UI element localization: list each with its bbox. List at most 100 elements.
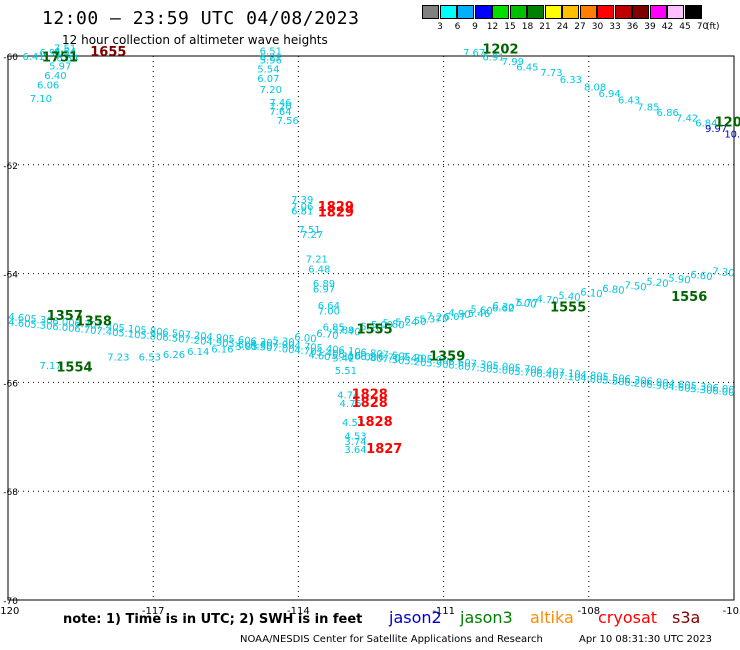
wave-height-label: 7.64 bbox=[269, 107, 291, 118]
wave_track_a: 5.20 bbox=[404, 352, 427, 365]
legend-label: 42 bbox=[661, 22, 674, 32]
wave-height-label: 6.62 bbox=[492, 304, 514, 315]
legend-swatch bbox=[422, 5, 439, 19]
wave_track_a: 4.80 bbox=[580, 370, 603, 383]
legend-swatch bbox=[614, 5, 632, 19]
wave_track_c: 6.10 bbox=[580, 287, 603, 300]
wave-height-label: 6.91 bbox=[39, 48, 61, 59]
legend-swatch bbox=[509, 5, 527, 19]
wave-height-label: 3.74 bbox=[344, 437, 366, 448]
wave_track_b: 6.10 bbox=[338, 349, 361, 362]
wave-height-label: 7.10 bbox=[30, 94, 52, 105]
wave_track_b: 6.50 bbox=[162, 332, 185, 345]
wave-height-label: 6.48 bbox=[308, 265, 330, 276]
x-tick-label: -108 bbox=[577, 606, 600, 617]
wave-height-label: 9.97 bbox=[705, 124, 727, 135]
legend-label: 36 bbox=[626, 22, 639, 32]
wave-height-label: 7.20 bbox=[269, 102, 291, 113]
wave_track_a: 4.90 bbox=[206, 332, 229, 345]
legend-label: 6 bbox=[454, 22, 461, 32]
legend-swatch bbox=[439, 5, 457, 19]
wave-height-label: 7.99 bbox=[502, 57, 524, 68]
wave_track_c: 4.60 bbox=[250, 339, 273, 352]
wave-height-label: 7.23 bbox=[107, 353, 129, 364]
legend-swatch bbox=[667, 5, 684, 19]
wave-height-label: 5.96 bbox=[260, 56, 282, 67]
wave-height-label: 5.24 bbox=[395, 317, 417, 328]
legend-label: 33 bbox=[609, 22, 621, 32]
wave-height-label: 4.75 bbox=[340, 399, 362, 410]
wave_track_b: 6.60 bbox=[448, 360, 471, 373]
wave-height-label: 5.97 bbox=[49, 62, 71, 73]
wave_track_c: 6.70 bbox=[316, 329, 339, 342]
legend-label: 30 bbox=[591, 22, 604, 32]
wave_track_d: 5.30 bbox=[331, 351, 354, 364]
wave_track_a: 5.30 bbox=[30, 314, 53, 327]
wave_track_b: 6.30 bbox=[250, 341, 273, 354]
wave-height-label: 6.64 bbox=[318, 301, 340, 312]
legend-swatch bbox=[649, 5, 667, 19]
y-tick-label: -70 bbox=[3, 597, 18, 607]
wave-height-label: 6.97 bbox=[313, 285, 335, 296]
wave_track_a: 5.30 bbox=[690, 381, 713, 394]
wave-height-label: 6.54 bbox=[54, 47, 76, 58]
legend-swatch bbox=[684, 5, 702, 19]
legend-swatch bbox=[492, 5, 509, 19]
wave-height-label: 6.45 bbox=[516, 63, 538, 74]
chart-title: 12:00 – 23:59 UTC 04/08/2023 bbox=[42, 8, 360, 29]
legend-label: 24 bbox=[556, 22, 569, 32]
satellite-cryosat: cryosat bbox=[598, 608, 658, 627]
wave-height-label: 6.85 bbox=[323, 323, 345, 334]
legend-label: 9 bbox=[472, 22, 478, 32]
wave-height-label: 5.77 bbox=[516, 298, 538, 309]
color-legend: 3 6 9 12 15 18 21 24 27 30 33 36 39 42 45 70 (ft) bbox=[422, 5, 728, 35]
wave-height-label: 5.09 bbox=[371, 320, 393, 331]
legend-swatch bbox=[457, 5, 474, 19]
wave_track_c: 6.60 bbox=[690, 270, 713, 283]
wave-height-label: 6.40 bbox=[44, 71, 66, 82]
legend-swatch bbox=[562, 5, 579, 19]
wave-height-label: 7.46 bbox=[269, 98, 291, 109]
wave_track_b: 4.60 bbox=[668, 382, 691, 395]
wave-height-label: 4.53 bbox=[342, 418, 364, 429]
wave_track_c: 6.80 bbox=[602, 284, 625, 297]
wave_track_c: 6.00 bbox=[294, 332, 317, 345]
time-label: 1827 bbox=[366, 442, 402, 457]
legend-swatch bbox=[597, 5, 614, 19]
wave-height-label: 7.27 bbox=[301, 230, 323, 241]
wave-height-label: 5.51 bbox=[335, 366, 357, 377]
wave-height-label: 7.06 bbox=[291, 202, 313, 213]
wave-height-label: 6.07 bbox=[257, 74, 279, 85]
wave-height-label: 5.89 bbox=[332, 325, 354, 336]
y-tick-label: -64 bbox=[3, 271, 18, 281]
wave_track_a: 6.40 bbox=[536, 365, 559, 378]
wave_track_c: 4.90 bbox=[448, 308, 471, 321]
wave_track_c: 7.50 bbox=[624, 280, 647, 293]
wave-height-label: 6.81 bbox=[291, 206, 313, 217]
wave-height-label: 6.51 bbox=[260, 46, 282, 57]
wave-height-label: 6.43 bbox=[618, 95, 640, 106]
wave-height-label: 8.08 bbox=[584, 82, 606, 93]
wave_track_b: 4.90 bbox=[206, 337, 229, 350]
wave_track_a: 6.00 bbox=[52, 316, 75, 329]
time-label: 1556 bbox=[671, 290, 707, 305]
wave_track_a: 4.60 bbox=[668, 379, 691, 392]
wave_track_c: 5.80 bbox=[382, 318, 405, 331]
wave_track_a: 5.60 bbox=[228, 334, 251, 347]
wave_track_b: 7.40 bbox=[96, 326, 119, 339]
legend-swatch bbox=[544, 5, 562, 19]
x-tick-label: -117 bbox=[142, 606, 165, 617]
wave-height-label: 7.51 bbox=[298, 225, 320, 236]
chart-subtitle: 12 hour collection of altimeter wave hei… bbox=[62, 33, 328, 47]
wave_track_b: 6.70 bbox=[74, 324, 97, 337]
legend-label: 15 bbox=[504, 22, 516, 32]
wave_track_a: 5.40 bbox=[316, 343, 339, 356]
wave-height-label: 7.00 bbox=[318, 306, 340, 317]
wave_track_d: 6.70 bbox=[377, 352, 400, 365]
wave_track_b: 5.40 bbox=[316, 347, 339, 360]
satellite-s3a: s3a bbox=[672, 608, 701, 627]
timestamp-text: Apr 10 08:31:30 UTC 2023 bbox=[579, 634, 712, 645]
wave-height-label: 7.85 bbox=[637, 102, 659, 113]
wave_track_b: 5.50 bbox=[602, 375, 625, 388]
